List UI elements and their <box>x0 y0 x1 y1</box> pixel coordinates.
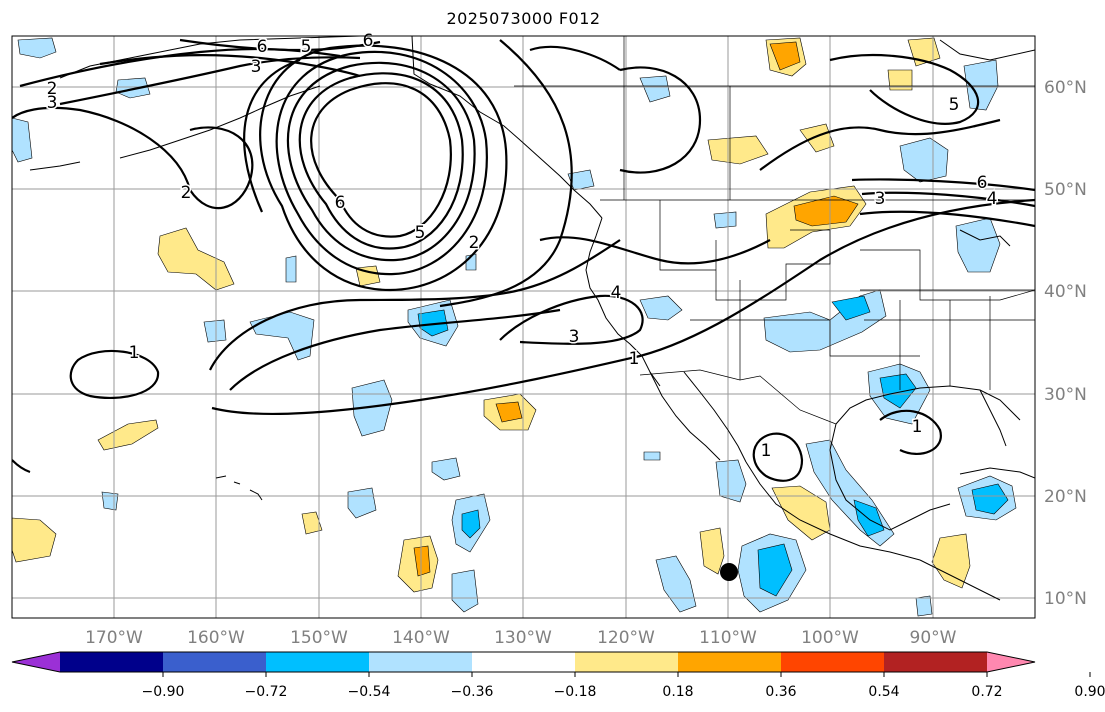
lon-label-110w: 110°W <box>699 628 757 648</box>
colorbar-segment <box>575 652 679 672</box>
contour-label: 5 <box>301 37 312 57</box>
colorbar-tick-label: −0.36 <box>451 684 494 700</box>
colorbar-tick-label: 0.54 <box>868 684 899 700</box>
colorbar-segment <box>60 652 164 672</box>
contour-label: 6 <box>257 37 268 57</box>
colorbar-segment <box>884 652 988 672</box>
colorbar-tick-label: −0.72 <box>245 684 288 700</box>
positive-anomaly-shading <box>12 37 971 593</box>
coastlines <box>29 36 1035 601</box>
contour-label: 2 <box>181 183 192 203</box>
contour-label: 3 <box>569 327 580 347</box>
colorbar-tick-labels: −0.90 −0.72 −0.54 −0.36 −0.18 0.18 0.36 0.54 0.7… <box>142 672 1105 700</box>
contour-label: 1 <box>912 417 923 437</box>
colorbar-tick-label: 0.72 <box>971 684 1002 700</box>
contour-label: 3 <box>251 57 262 77</box>
contour-label: 2 <box>47 79 58 99</box>
colorbar-tick-label: −0.90 <box>142 684 185 700</box>
lon-label-130w: 130°W <box>494 628 552 648</box>
colorbar-segment <box>781 652 885 672</box>
contour-label: 6 <box>977 173 988 193</box>
contour-lines <box>12 38 1035 482</box>
political-borders <box>514 36 1035 425</box>
colorbar-tick-label: 0.90 <box>1074 684 1105 700</box>
contour-label: 3 <box>875 189 886 209</box>
colorbar-tick-label: −0.18 <box>554 684 597 700</box>
contour-label: 5 <box>415 223 426 243</box>
colorbar-outline <box>11 651 1036 673</box>
colorbar-extend-low <box>12 652 60 672</box>
lon-label-160w: 160°W <box>187 628 245 648</box>
contour-label: 3 <box>47 93 58 113</box>
contour-label: 4 <box>987 189 998 209</box>
lon-label-150w: 150°W <box>290 628 348 648</box>
lon-label-170w: 170°W <box>85 628 143 648</box>
colorbar-segment <box>472 652 576 672</box>
map-title: 2025073000 F012 <box>446 9 601 28</box>
contour-label: 2 <box>469 233 480 253</box>
graticule <box>12 36 1035 618</box>
colorbar-tick-label: 0.18 <box>662 684 693 700</box>
colorbar-segment <box>266 652 370 672</box>
lat-label-50n: 50°N <box>1044 180 1087 200</box>
contour-label: 6 <box>335 193 346 213</box>
colorbar-extend-high <box>987 652 1035 672</box>
lon-label-120w: 120°W <box>597 628 655 648</box>
storm-marker <box>720 563 738 581</box>
contour-label: 6 <box>363 31 374 51</box>
contour-label: 1 <box>629 349 640 369</box>
lon-label-140w: 140°W <box>392 628 450 648</box>
lat-label-20n: 20°N <box>1044 487 1087 507</box>
latitude-labels: 60°N 50°N 40°N 30°N 20°N 10°N <box>1044 78 1087 609</box>
contour-label: 1 <box>129 343 140 363</box>
longitude-labels: 170°W 160°W 150°W 140°W 130°W 120°W 110°… <box>85 628 957 648</box>
colorbar-segment <box>369 652 473 672</box>
colorbar-segment <box>163 652 267 672</box>
colorbar <box>11 651 1036 673</box>
contour-label: 5 <box>949 95 960 115</box>
lat-label-30n: 30°N <box>1044 385 1087 405</box>
lat-label-40n: 40°N <box>1044 282 1087 302</box>
lat-label-60n: 60°N <box>1044 78 1087 98</box>
contour-label: 1 <box>761 441 772 461</box>
colorbar-segment <box>678 652 782 672</box>
negative-anomaly-shading <box>12 37 1017 617</box>
colorbar-tick-label: −0.54 <box>348 684 391 700</box>
lon-label-90w: 90°W <box>910 628 957 648</box>
lat-label-10n: 10°N <box>1044 589 1087 609</box>
contour-label: 4 <box>611 283 622 303</box>
lon-label-100w: 100°W <box>801 628 859 648</box>
colorbar-tick-label: 0.36 <box>765 684 796 700</box>
map-frame <box>11 35 1036 619</box>
